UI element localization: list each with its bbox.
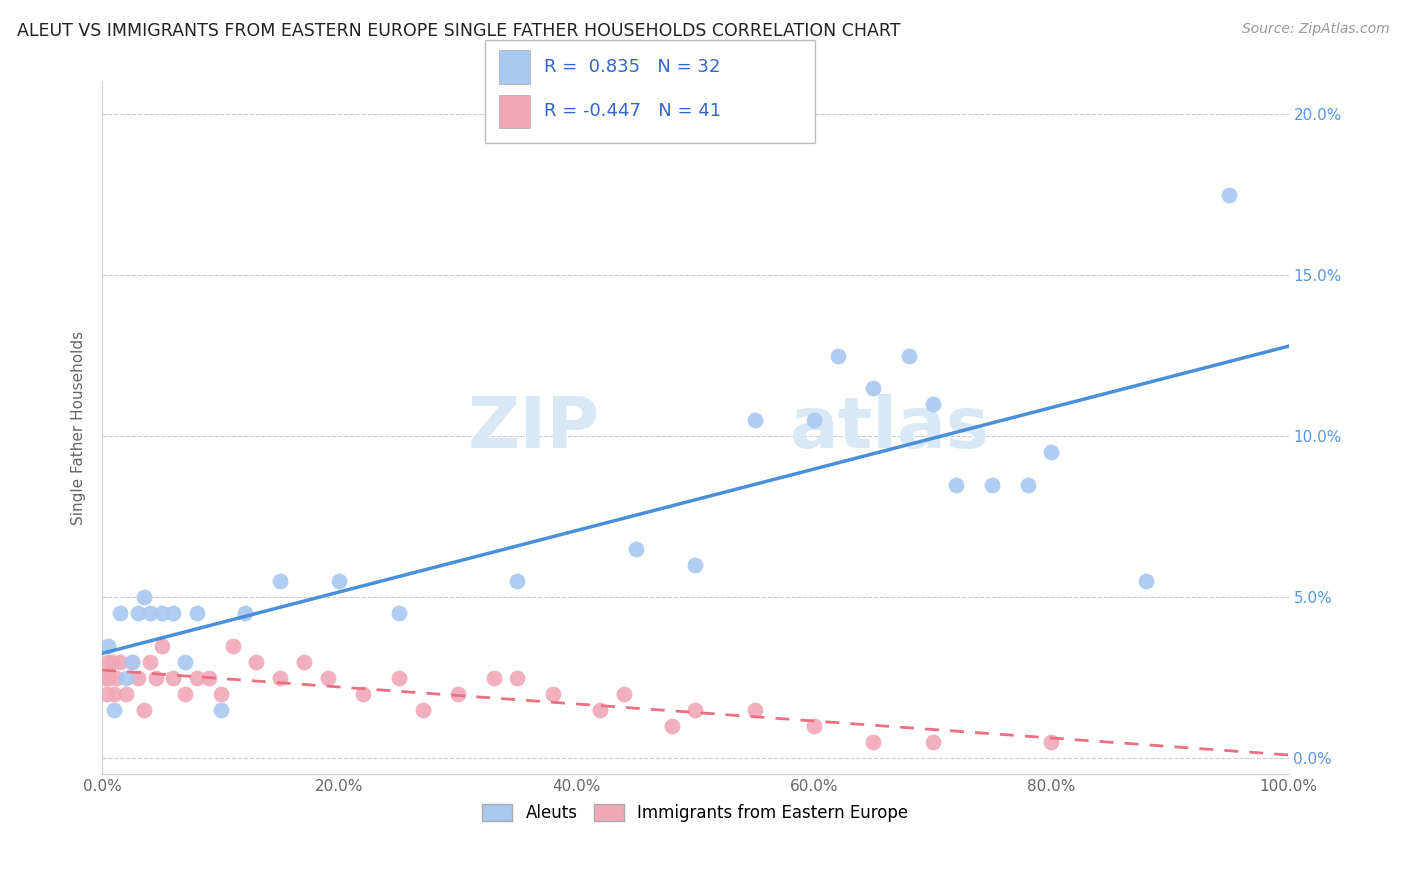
Point <box>132 703 155 717</box>
Point <box>233 607 256 621</box>
Point <box>127 671 149 685</box>
Point <box>97 639 120 653</box>
Text: Source: ZipAtlas.com: Source: ZipAtlas.com <box>1241 22 1389 37</box>
Point <box>93 671 115 685</box>
Legend: Aleuts, Immigrants from Eastern Europe: Aleuts, Immigrants from Eastern Europe <box>475 797 915 829</box>
Point <box>744 703 766 717</box>
Point <box>803 719 825 733</box>
Point <box>1218 187 1240 202</box>
Point <box>292 655 315 669</box>
Point <box>121 655 143 669</box>
Point <box>174 655 197 669</box>
Point <box>209 703 232 717</box>
Point <box>412 703 434 717</box>
Point <box>482 671 505 685</box>
Point <box>198 671 221 685</box>
Point <box>138 607 160 621</box>
Point <box>209 687 232 701</box>
Point <box>150 607 173 621</box>
Point <box>1040 735 1063 749</box>
Point <box>100 655 122 669</box>
Point <box>98 671 121 685</box>
Point <box>127 607 149 621</box>
Point <box>862 381 884 395</box>
Point <box>115 687 138 701</box>
Point <box>388 607 411 621</box>
Point <box>174 687 197 701</box>
Point <box>945 477 967 491</box>
Point <box>186 607 208 621</box>
Point <box>103 687 125 701</box>
Point <box>121 655 143 669</box>
Point <box>1017 477 1039 491</box>
Point <box>150 639 173 653</box>
Point <box>97 655 120 669</box>
Point <box>1135 574 1157 589</box>
Point <box>269 671 291 685</box>
Point <box>613 687 636 701</box>
Point <box>115 671 138 685</box>
Point <box>624 541 647 556</box>
Point <box>162 607 184 621</box>
Text: ZIP: ZIP <box>468 393 600 463</box>
Point <box>541 687 564 701</box>
Point <box>352 687 374 701</box>
Point <box>661 719 683 733</box>
Point <box>245 655 267 669</box>
Point <box>589 703 612 717</box>
Point <box>105 671 128 685</box>
Point <box>103 703 125 717</box>
Point <box>506 671 529 685</box>
Text: R =  0.835   N = 32: R = 0.835 N = 32 <box>544 58 720 76</box>
Point <box>145 671 167 685</box>
Point <box>827 349 849 363</box>
Point <box>316 671 339 685</box>
Point <box>685 558 707 572</box>
Point <box>803 413 825 427</box>
Point <box>269 574 291 589</box>
Point <box>506 574 529 589</box>
Point <box>96 687 118 701</box>
Point <box>897 349 920 363</box>
Point <box>921 397 943 411</box>
Point <box>108 607 131 621</box>
Point <box>981 477 1004 491</box>
Text: ALEUT VS IMMIGRANTS FROM EASTERN EUROPE SINGLE FATHER HOUSEHOLDS CORRELATION CHA: ALEUT VS IMMIGRANTS FROM EASTERN EUROPE … <box>17 22 900 40</box>
Point <box>328 574 350 589</box>
Point <box>222 639 245 653</box>
Point <box>744 413 766 427</box>
Point <box>138 655 160 669</box>
Point <box>1040 445 1063 459</box>
Text: R = -0.447   N = 41: R = -0.447 N = 41 <box>544 103 721 120</box>
Point <box>921 735 943 749</box>
Y-axis label: Single Father Households: Single Father Households <box>72 331 86 525</box>
Point <box>685 703 707 717</box>
Point <box>388 671 411 685</box>
Point <box>447 687 470 701</box>
Point <box>108 655 131 669</box>
Text: atlas: atlas <box>790 393 990 463</box>
Point <box>862 735 884 749</box>
Point <box>162 671 184 685</box>
Point <box>132 591 155 605</box>
Point <box>186 671 208 685</box>
